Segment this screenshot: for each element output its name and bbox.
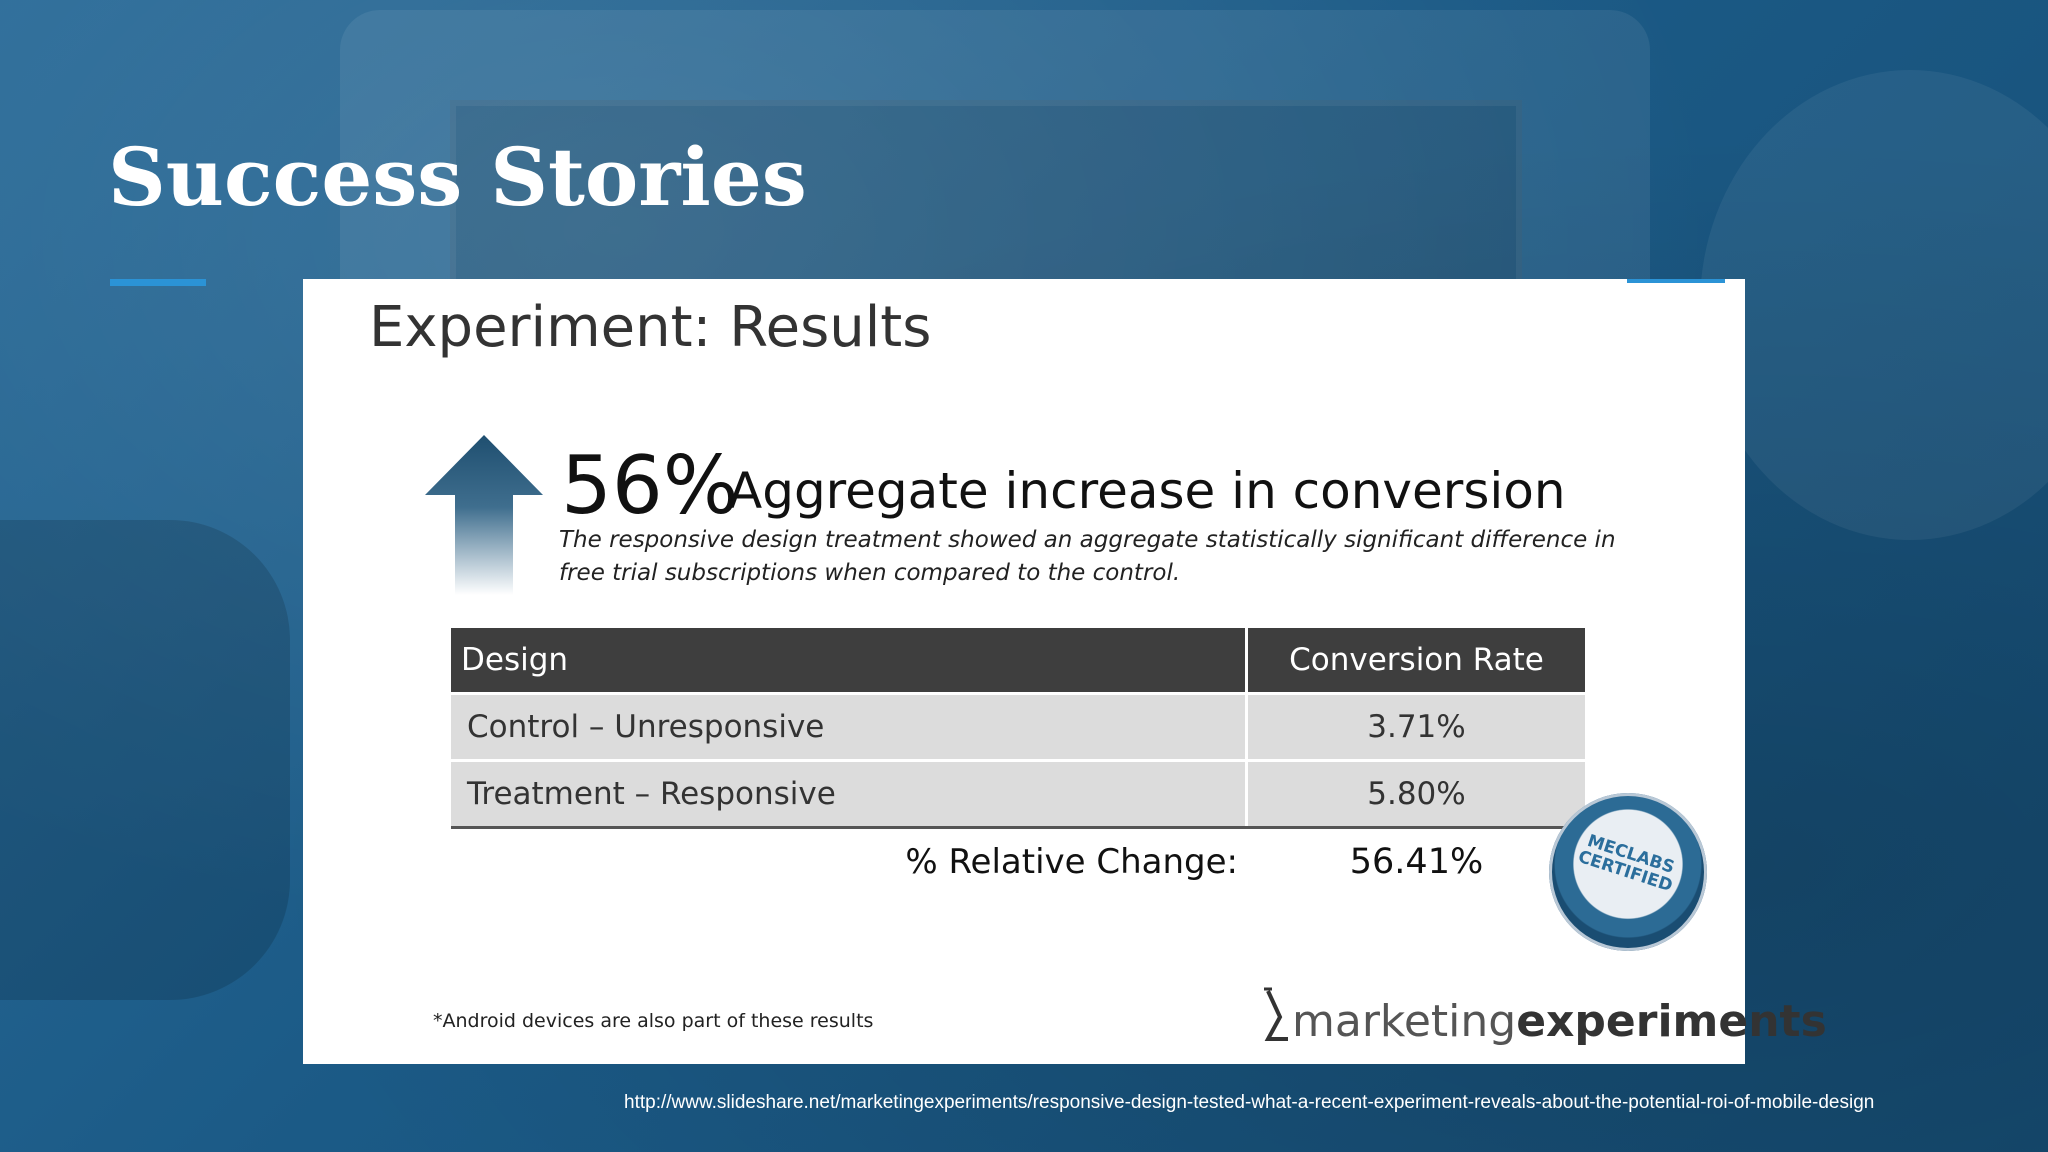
table-header-design: Design [451,628,1248,692]
panel-title: Experiment: Results [369,295,932,360]
slide-title: Success Stories [108,130,807,224]
table-cell-design: Treatment – Responsive [451,762,1248,826]
up-arrow-icon [425,435,543,595]
badge-text: MECLABS CERTIFIED [1575,830,1677,897]
headline-subtext: The responsive design treatment showed a… [559,527,1616,586]
table-header-row: Design Conversion Rate [451,628,1585,692]
title-underline [110,279,206,286]
headline-text: Aggregate increase in conversion [728,462,1566,520]
results-image-panel: Experiment: Results 56% Aggregate increa… [303,279,1827,1064]
table-header-rate: Conversion Rate [1289,642,1544,678]
table-cell-rate: 5.80% [1367,776,1466,812]
background-mug [0,520,290,1000]
headline-percent: 56% [561,439,739,532]
panel-top-accent [1627,279,1725,283]
logo-text-experiments: experiments [1516,996,1827,1047]
footnote: *Android devices are also part of these … [433,1010,874,1032]
total-value: 56.41% [1349,842,1484,882]
table-total-row: % Relative Change: 56.41% [451,829,1585,895]
logo-text-marketing: marketing [1292,996,1517,1047]
table-row: Treatment – Responsive 5.80% [451,759,1585,829]
certified-badge-icon: MECLABS CERTIFIED [1549,793,1707,951]
table-cell-rate: 3.71% [1367,709,1466,745]
flask-icon [1264,987,1288,1041]
background-plate [1700,70,2048,540]
table-row: Control – Unresponsive 3.71% [451,692,1585,759]
source-url: http://www.slideshare.net/marketingexper… [624,1092,1875,1113]
total-label: % Relative Change: [905,842,1238,882]
results-table: Design Conversion Rate Control – Unrespo… [451,628,1585,895]
marketingexperiments-logo: marketing experiments [1258,987,1827,1047]
table-cell-design: Control – Unresponsive [451,695,1248,759]
